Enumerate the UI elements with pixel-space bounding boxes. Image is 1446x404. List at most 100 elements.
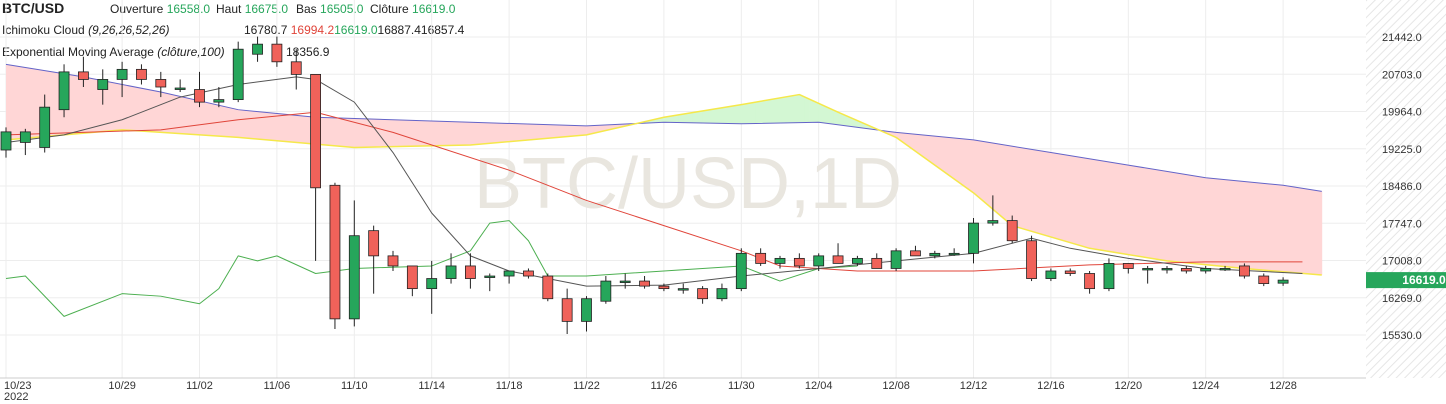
cloud-segment: [1215, 178, 1221, 267]
cloud-segment: [368, 118, 375, 148]
candle-body: [929, 252, 941, 257]
cloud-segment: [1113, 162, 1120, 254]
cloud-segment: [983, 141, 989, 206]
cloud-segment: [818, 103, 824, 123]
x-year-label: 2022: [4, 391, 28, 403]
cloud-segment: [813, 101, 820, 123]
cloud-segment: [1268, 183, 1274, 271]
x-tick-label: 11/02: [186, 380, 213, 392]
cloud-segment: [233, 108, 239, 138]
candle-body: [890, 250, 902, 269]
cloud-segment: [1234, 180, 1240, 268]
cloud-segment: [1292, 186, 1299, 273]
cloud-segment: [1254, 182, 1260, 270]
cloud-segment: [538, 124, 544, 140]
candle-body: [755, 252, 767, 264]
cloud-segment: [780, 97, 786, 124]
x-tick-label: 11/14: [418, 380, 445, 392]
cloud-segment: [426, 120, 433, 146]
cloud-segment: [513, 123, 520, 142]
cloud-segment: [1191, 175, 1197, 264]
cloud-segment: [905, 133, 912, 148]
candle-body: [832, 255, 844, 264]
candle-body: [1142, 268, 1154, 271]
cloud-segment: [750, 102, 757, 124]
cloud-segment: [93, 78, 99, 133]
cloud-segment: [1026, 148, 1032, 232]
y-tick-label: 21442.0: [1382, 32, 1422, 44]
cloud-segment: [489, 122, 495, 144]
cloud-segment: [383, 119, 389, 147]
cloud-segment: [1200, 176, 1207, 265]
ichimoku-legend: Ichimoku Cloud (9,26,26,52,26): [2, 23, 169, 37]
cloud-segment: [1089, 158, 1095, 250]
candle-body: [194, 89, 205, 103]
x-tick-label: 10/23: [4, 380, 32, 392]
cloud-segment: [1055, 153, 1061, 240]
cloud-segment: [954, 138, 960, 183]
price-axis-hatch: [1366, 0, 1446, 378]
last-price-badge-bg: [1366, 272, 1446, 289]
cloud-segment: [339, 118, 346, 147]
candle-body: [1239, 265, 1250, 277]
y-tick-label: 19964.0: [1382, 107, 1422, 119]
y-tick-label: 17747.0: [1382, 218, 1422, 230]
candle-body: [1084, 273, 1095, 290]
cloud-segment: [83, 76, 89, 134]
cloud-segment: [828, 107, 834, 125]
cloud-segment: [499, 123, 505, 143]
cloud-segment: [422, 120, 428, 147]
cloud-segment: [112, 82, 118, 131]
candle-body: [97, 79, 109, 90]
cloud-segment: [441, 121, 447, 146]
close-value: 16619.0: [412, 2, 456, 16]
candle-body: [658, 285, 670, 290]
y-axis-ticks: 21442.0 20703.0 19964.0 19225.0 18486.0 17747…: [1382, 32, 1422, 342]
cloud-segment: [388, 119, 394, 147]
cloud-segment: [363, 118, 370, 148]
candle-body: [329, 184, 341, 320]
candle-body: [116, 68, 128, 80]
candle-body: [871, 257, 883, 269]
cloud-segment: [436, 121, 442, 146]
cloud-segment: [591, 125, 597, 134]
cloud-segment: [1133, 165, 1139, 257]
ema-legend: Exponential Moving Average (clôture,100): [2, 45, 225, 59]
cloud-segment: [68, 74, 75, 135]
cloud-segment: [988, 142, 994, 210]
high-label: Haut: [216, 2, 242, 16]
y-tick-label: 16269.0: [1382, 293, 1422, 305]
y-tick-label: 15530.0: [1382, 330, 1422, 342]
cloud-segment: [1152, 169, 1158, 260]
cloud-segment: [1036, 150, 1042, 235]
cloud-segment: [847, 116, 853, 127]
candle-body: [1103, 263, 1115, 290]
cloud-segment: [460, 121, 466, 146]
cloud-segment: [688, 112, 694, 123]
cloud-segment: [1258, 182, 1265, 271]
cloud-segment: [175, 95, 181, 134]
cloud-segment: [509, 123, 515, 142]
candle-body: [561, 298, 573, 322]
y-tick-label: 20703.0: [1382, 69, 1422, 81]
cloud-segment: [1229, 180, 1236, 268]
x-tick-label: 12/08: [882, 380, 910, 392]
cloud-segment: [407, 120, 413, 147]
cloud-segment: [204, 101, 210, 136]
candle-body: [271, 43, 283, 63]
cloud-segment: [412, 120, 418, 147]
cloud-segment: [354, 118, 360, 148]
cloud-segment: [567, 125, 573, 137]
ichimoku-cloud: [6, 64, 1323, 276]
cloud-segment: [451, 121, 457, 146]
candle-body: [1026, 240, 1037, 279]
cloud-segment: [1162, 170, 1168, 261]
cloud-segment: [35, 69, 41, 138]
cloud-segment: [281, 113, 287, 142]
cloud-segment: [480, 122, 486, 145]
cloud-segment: [146, 89, 152, 132]
candle-body: [155, 79, 167, 88]
ohlc-close: Clôture 16619.0: [370, 2, 455, 16]
candle-body: [852, 257, 863, 264]
